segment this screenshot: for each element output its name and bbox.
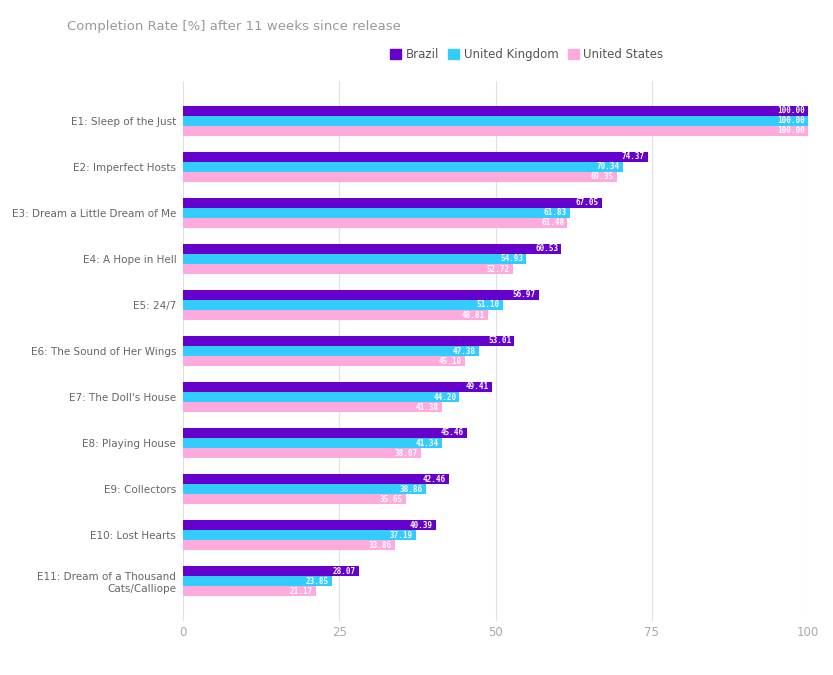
Bar [183, 484, 426, 494]
Bar [183, 198, 602, 208]
Text: 41.38: 41.38 [416, 403, 439, 412]
Bar [183, 172, 616, 182]
Bar [183, 428, 467, 438]
Bar [183, 300, 502, 310]
Bar [183, 105, 808, 115]
Bar [183, 530, 416, 540]
Bar [183, 494, 406, 504]
Text: 47.38: 47.38 [453, 346, 476, 356]
Bar [183, 587, 316, 597]
Bar [183, 540, 395, 550]
Bar [183, 254, 526, 264]
Text: 37.19: 37.19 [389, 531, 412, 540]
Bar [183, 208, 570, 218]
Bar [183, 162, 623, 172]
Bar [183, 218, 567, 228]
Text: 38.86: 38.86 [400, 485, 423, 493]
Text: 48.81: 48.81 [462, 310, 485, 319]
Text: 42.46: 42.46 [422, 475, 446, 483]
Bar [183, 576, 332, 587]
Text: Completion Rate [%] after 11 weeks since release: Completion Rate [%] after 11 weeks since… [67, 20, 401, 33]
Text: 45.46: 45.46 [441, 429, 464, 437]
Text: 40.39: 40.39 [409, 520, 432, 530]
Bar [183, 438, 441, 448]
Text: 60.53: 60.53 [535, 244, 558, 253]
Text: 35.65: 35.65 [380, 495, 403, 504]
Bar [183, 474, 448, 484]
Bar [183, 392, 460, 402]
Text: 61.48: 61.48 [541, 219, 564, 227]
Bar [183, 264, 512, 274]
Bar [183, 152, 648, 162]
Text: 69.35: 69.35 [591, 172, 613, 182]
Bar [183, 126, 808, 136]
Text: 100.00: 100.00 [777, 116, 805, 126]
Bar [183, 448, 421, 458]
Text: 38.07: 38.07 [395, 449, 418, 458]
Text: 49.41: 49.41 [466, 383, 489, 392]
Text: 44.20: 44.20 [433, 393, 456, 402]
Bar [183, 356, 465, 367]
Text: 74.37: 74.37 [621, 152, 645, 161]
Bar [183, 310, 488, 320]
Bar [183, 115, 808, 126]
Bar [183, 244, 561, 254]
Text: 54.93: 54.93 [500, 254, 523, 263]
Text: 45.10: 45.10 [439, 356, 461, 366]
Text: 70.34: 70.34 [596, 162, 620, 171]
Text: 100.00: 100.00 [777, 126, 805, 136]
Bar [183, 520, 436, 530]
Text: 33.86: 33.86 [368, 541, 392, 550]
Bar [183, 382, 492, 392]
Text: 67.05: 67.05 [576, 198, 599, 207]
Text: 23.85: 23.85 [306, 576, 329, 586]
Text: 21.17: 21.17 [289, 587, 312, 596]
Text: 41.34: 41.34 [416, 439, 438, 448]
Bar [183, 566, 359, 576]
Bar [183, 290, 539, 300]
Text: 52.72: 52.72 [486, 265, 510, 273]
Text: 51.10: 51.10 [476, 300, 500, 309]
Text: 56.97: 56.97 [513, 290, 536, 299]
Text: 53.01: 53.01 [488, 336, 511, 346]
Bar [183, 402, 441, 412]
Text: 61.83: 61.83 [543, 209, 566, 217]
Bar [183, 346, 479, 356]
Legend: Brazil, United Kingdom, United States: Brazil, United Kingdom, United States [386, 44, 668, 66]
Text: 100.00: 100.00 [777, 106, 805, 115]
Bar [183, 335, 515, 346]
Text: 28.07: 28.07 [332, 566, 356, 576]
